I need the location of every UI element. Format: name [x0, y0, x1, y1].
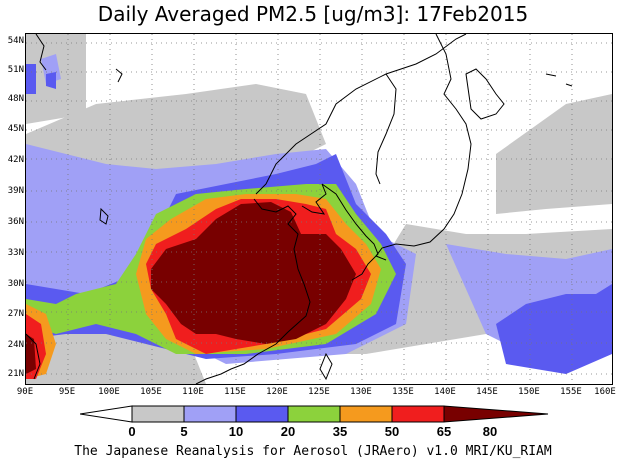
lat-lon-grid	[26, 34, 612, 384]
lat-label: 45N	[7, 124, 24, 134]
colorbar-seg	[287, 405, 341, 423]
map-title: Daily Averaged PM2.5 [ug/m3]: 17Feb2015	[97, 2, 529, 26]
legend-label: 5	[180, 424, 188, 439]
lon-label: 140E	[434, 387, 456, 397]
legend-label: 0	[128, 424, 136, 439]
lon-label: 135E	[392, 387, 414, 397]
lat-label: 48N	[7, 94, 24, 104]
lat-label: 33N	[7, 248, 24, 258]
lon-label: 130E	[350, 387, 372, 397]
lon-label: 150E	[518, 387, 540, 397]
lon-label: 145E	[476, 387, 498, 397]
colorbar-legend	[80, 404, 550, 434]
lat-label: 39N	[7, 186, 24, 196]
lat-label: 42N	[7, 155, 24, 165]
colorbar-seg	[339, 405, 393, 423]
legend-label: 80	[482, 424, 498, 439]
dataset-credit: The Japanese Reanalysis for Aerosol (JRA…	[74, 444, 552, 459]
colorbar-seg	[235, 405, 289, 423]
lon-label: 95E	[58, 387, 76, 397]
colorbar-seg	[443, 405, 549, 423]
colorbar-seg	[131, 405, 185, 423]
colorbar-seg	[391, 405, 445, 423]
coastlines	[26, 34, 573, 384]
lat-label: 21N	[7, 369, 24, 379]
pm25-map	[25, 33, 613, 385]
legend-label: 35	[332, 424, 348, 439]
legend-label: 20	[280, 424, 296, 439]
legend-label: 10	[228, 424, 244, 439]
lon-label: 120E	[266, 387, 288, 397]
colorbar-seg	[183, 405, 237, 423]
lon-label: 115E	[224, 387, 246, 397]
lon-label: 110E	[182, 387, 204, 397]
lat-label: 36N	[7, 217, 24, 227]
lat-label: 54N	[7, 36, 24, 46]
lon-label: 155E	[560, 387, 582, 397]
lon-label: 105E	[140, 387, 162, 397]
lon-label: 100E	[98, 387, 120, 397]
lat-label: 30N	[7, 279, 24, 289]
lon-label: 90E	[16, 387, 34, 397]
field-dark-red	[26, 202, 356, 374]
lat-label: 51N	[7, 65, 24, 75]
legend-label: 50	[384, 424, 400, 439]
legend-label: 65	[436, 424, 452, 439]
lat-label: 24N	[7, 340, 24, 350]
colorbar-seg	[80, 405, 133, 423]
lon-label: 160E	[594, 387, 616, 397]
lat-label: 27N	[7, 309, 24, 319]
lon-label: 125E	[308, 387, 330, 397]
